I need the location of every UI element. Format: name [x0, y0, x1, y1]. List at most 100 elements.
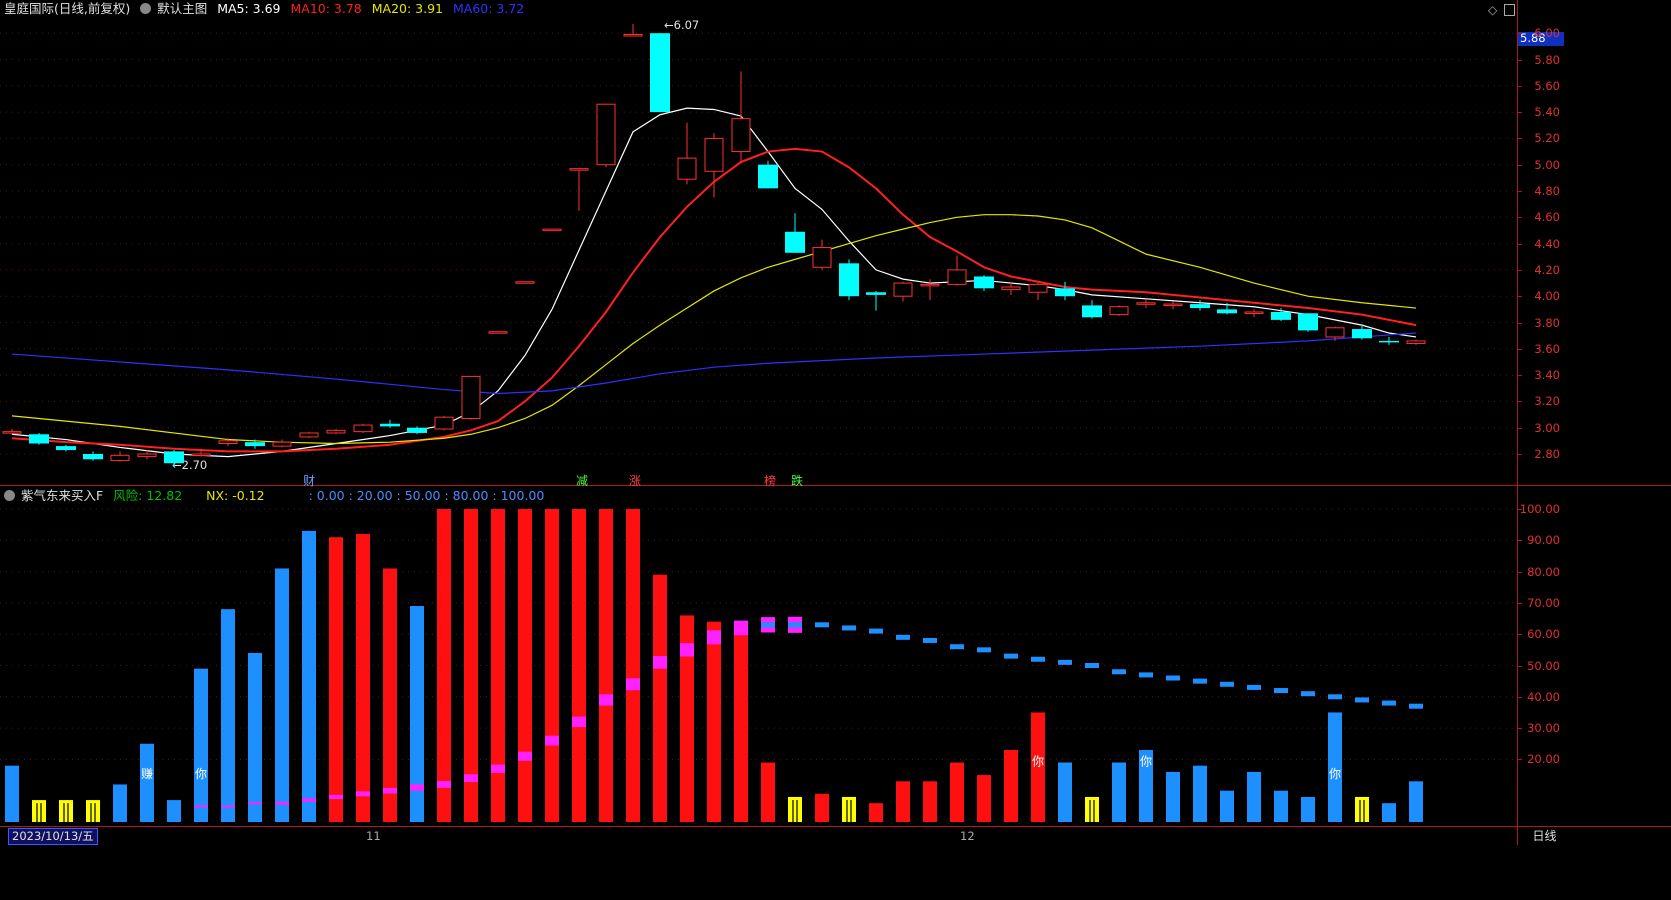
indicator-bar [248, 652, 262, 822]
trail-dash [1166, 675, 1180, 681]
trail-dash [788, 622, 802, 628]
trail-dash [1301, 691, 1315, 697]
magenta-mark [221, 805, 235, 808]
bar-label: 你 [1140, 755, 1152, 769]
candle-body [1001, 286, 1021, 291]
candle-body [1190, 304, 1210, 309]
price-tick-mark [1518, 164, 1522, 166]
candle-body [1271, 311, 1291, 320]
period-button[interactable]: 日线 [1518, 827, 1571, 845]
candle-body [1136, 302, 1156, 305]
indicator-bar [5, 765, 19, 822]
event-tag-bang[interactable]: 榜 [764, 474, 777, 488]
candle-body [839, 263, 859, 297]
candle-body [488, 331, 508, 334]
trail-dash [1058, 659, 1072, 665]
candle-body [596, 103, 616, 166]
indicator-bar [869, 803, 883, 822]
candlestick-chart[interactable] [0, 0, 1517, 485]
indicator-tick-label: 60.00 [1527, 627, 1560, 642]
price-tick-label: 3.00 [1534, 420, 1560, 435]
trail-dash [1031, 656, 1045, 662]
indicator-tick-label: 90.00 [1527, 533, 1560, 548]
magenta-mark [383, 787, 397, 794]
price-tick-mark [1518, 296, 1522, 298]
price-tick-label: 6.00 [1534, 26, 1560, 41]
indicator-bar [842, 796, 856, 822]
event-tag-zhang[interactable]: 涨 [629, 474, 642, 488]
candle-body [272, 441, 292, 447]
ma-line-ma5 [11, 107, 1417, 458]
price-tick-label: 5.00 [1534, 157, 1560, 172]
candle-body [542, 228, 562, 232]
candle-body [434, 416, 454, 430]
candle-body [56, 446, 76, 451]
indicator-tick-mark [1518, 696, 1522, 698]
indicator-bar [437, 509, 451, 822]
indicator-tick-mark [1518, 602, 1522, 604]
candle-body [164, 451, 184, 464]
indicator-name[interactable]: 紫气东来买入F [20, 488, 104, 503]
indicator-bar [410, 606, 424, 822]
indicator-bar [653, 574, 667, 822]
price-tick-mark [1518, 217, 1522, 219]
price-tick-mark [1518, 33, 1522, 35]
magenta-mark [491, 764, 505, 773]
candle-body [1352, 329, 1372, 339]
trail-dash [1193, 678, 1207, 684]
indicator-chart[interactable]: 赚你你 你你 [0, 0, 1517, 845]
month-tick-11: 11 [366, 829, 381, 843]
trail-dash [1004, 653, 1018, 659]
indicator-bar [950, 762, 964, 822]
ma10-readout: MA10: 3.78 [290, 1, 362, 16]
candle-body [1298, 313, 1318, 331]
indicator-bar [1139, 750, 1153, 822]
indicator-bar [113, 784, 127, 822]
diamond-icon[interactable]: ◇ [1488, 3, 1498, 17]
low-annotation: ←2.70 [172, 458, 208, 472]
magenta-mark [680, 643, 694, 657]
magenta-mark [302, 798, 316, 802]
trail-dash [869, 628, 883, 634]
candle-body [974, 276, 994, 289]
price-tick-label: 5.20 [1534, 131, 1560, 146]
indicator-menu-icon[interactable] [4, 490, 15, 501]
magenta-mark [518, 751, 532, 761]
indicator-bar [1004, 750, 1018, 822]
event-tag-jian[interactable]: 减 [576, 474, 589, 488]
indicator-bar [1328, 712, 1342, 822]
indicator-tick-mark [1518, 540, 1522, 542]
indicator-bar [1274, 790, 1288, 822]
indicator-bar [140, 743, 154, 822]
indicator-tick-label: 70.00 [1527, 595, 1560, 610]
bottom-separator [0, 826, 1671, 827]
magenta-mark [437, 780, 451, 788]
event-tag-cai[interactable]: 财 [303, 474, 316, 488]
price-tick-label: 4.20 [1534, 262, 1560, 277]
candle-body [326, 429, 346, 434]
indicator-bar [545, 509, 559, 822]
indicator-bar [1085, 796, 1099, 822]
window-toggle-icon[interactable] [1504, 4, 1515, 16]
candle-body [1406, 340, 1426, 345]
price-tick-label: 4.00 [1534, 289, 1560, 304]
price-marker-label: 5.88 [1520, 31, 1546, 45]
candle-body [137, 453, 157, 458]
magenta-mark [545, 735, 559, 746]
trail-dash [1220, 681, 1234, 687]
event-tag-die[interactable]: 跌 [791, 474, 804, 488]
price-tick-label: 3.80 [1534, 315, 1560, 330]
template-label[interactable]: 默认主图 [157, 1, 208, 16]
candle-body [461, 375, 481, 419]
trail-dash [1247, 684, 1261, 690]
indicator-bar [464, 509, 478, 822]
candle-body [650, 33, 670, 113]
price-tick-label: 5.60 [1534, 78, 1560, 93]
indicator-bar [1301, 796, 1315, 822]
trail-dash [950, 644, 964, 650]
levels-readout: : 0.00 : 20.00 : 50.00 : 80.00 : 100.00 [308, 488, 545, 503]
candle-body [1244, 311, 1264, 314]
trail-dash [1274, 688, 1288, 694]
indicator-bar [86, 800, 100, 822]
template-dropdown-icon[interactable] [140, 3, 152, 14]
